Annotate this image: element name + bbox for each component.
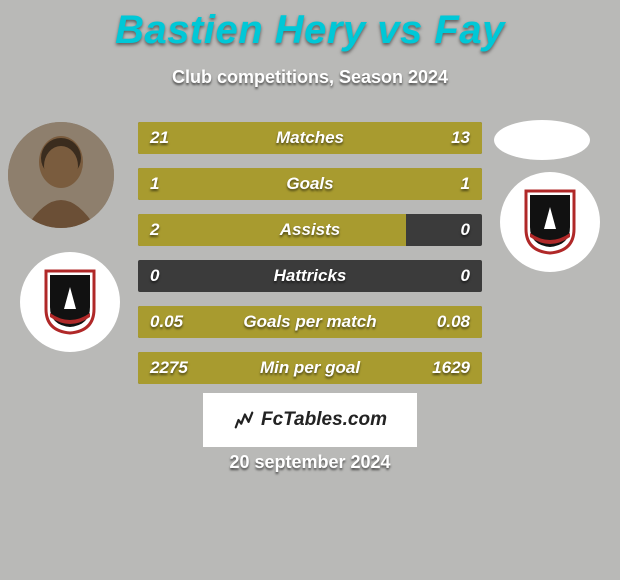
- player-a-avatar: [8, 122, 114, 228]
- stat-value-b: 0: [461, 266, 470, 286]
- stat-label: Matches: [276, 128, 344, 148]
- stat-label: Goals per match: [243, 312, 376, 332]
- fctables-logo-icon: [233, 409, 255, 431]
- player-a-club-badge: [20, 252, 120, 352]
- player-b-club-badge: [500, 172, 600, 272]
- stat-row: 0 Hattricks 0: [138, 260, 482, 292]
- comparison-bars: 21 Matches 13 1 Goals 1 2 Assists 0 0 Hattricks 0 0.…: [138, 122, 482, 398]
- stat-label: Hattricks: [274, 266, 347, 286]
- player-photo-icon: [8, 122, 114, 228]
- stat-row: 21 Matches 13: [138, 122, 482, 154]
- stat-row: 1 Goals 1: [138, 168, 482, 200]
- stat-value-b: 1: [461, 174, 470, 194]
- footer-brand-text: FcTables.com: [261, 409, 387, 431]
- stat-value-a: 1: [150, 174, 159, 194]
- player-b-avatar: [494, 120, 590, 160]
- page-title: Bastien Hery vs Fay: [0, 8, 620, 53]
- bar-segment-b: [310, 168, 482, 200]
- stat-row: 2 Assists 0: [138, 214, 482, 246]
- comparison-card: Bastien Hery vs Fay Club competitions, S…: [0, 0, 620, 580]
- longford-badge-icon: [522, 189, 578, 255]
- stat-value-a: 2275: [150, 358, 188, 378]
- stat-value-b: 0.08: [437, 312, 470, 332]
- stat-row: 0.05 Goals per match 0.08: [138, 306, 482, 338]
- stat-row: 2275 Min per goal 1629: [138, 352, 482, 384]
- stat-value-b: 13: [451, 128, 470, 148]
- stat-value-b: 0: [461, 220, 470, 240]
- stat-value-a: 2: [150, 220, 159, 240]
- stat-label: Min per goal: [260, 358, 360, 378]
- footer-brand-pill: FcTables.com: [203, 393, 417, 447]
- stat-value-a: 21: [150, 128, 169, 148]
- stat-label: Assists: [280, 220, 340, 240]
- stat-label: Goals: [286, 174, 333, 194]
- bar-segment-a: [138, 168, 310, 200]
- date-text: 20 september 2024: [229, 452, 390, 473]
- subtitle: Club competitions, Season 2024: [0, 67, 620, 88]
- stat-value-a: 0: [150, 266, 159, 286]
- longford-badge-icon: [42, 269, 98, 335]
- stat-value-a: 0.05: [150, 312, 183, 332]
- stat-value-b: 1629: [432, 358, 470, 378]
- bar-segment-a: [138, 214, 406, 246]
